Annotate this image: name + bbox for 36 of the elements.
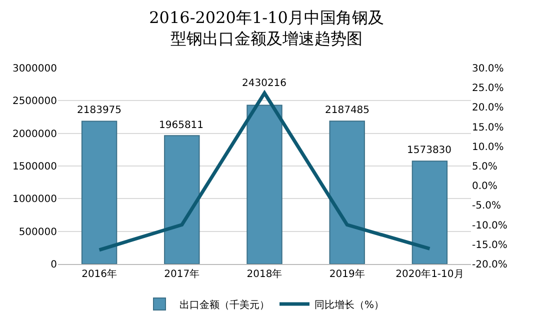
bar [412,160,448,264]
y2-tick-label: 25.0% [472,83,504,94]
y2-tick-label: 20.0% [472,102,504,114]
y2-tick-label: -10.0% [472,220,508,232]
y-tick-label: 1000000 [12,194,57,206]
y-tick-label: 2500000 [12,96,57,108]
y2-tick-label: 15.0% [472,122,504,134]
data-label: 2183975 [77,105,122,116]
y-tick-label: 2000000 [12,128,57,140]
x-tick-label: 2019年 [329,268,365,280]
data-label: 1965811 [159,120,204,131]
data-label: 2430216 [242,78,287,89]
y2-tick-label: -5.0% [472,200,502,212]
chart-title: 2016-2020年1-10月中国角钢及型钢出口金额及增速趋势图 [149,8,384,48]
x-tick-label: 2018年 [246,268,282,280]
y2-tick-label: -15.0% [472,240,508,251]
y2-tick-label: 30.0% [472,64,504,74]
bar [164,135,200,264]
y2-tick-label: 10.0% [472,142,504,153]
bar [81,120,118,264]
bar [329,120,365,264]
x-tick-label: 2017年 [164,268,200,280]
legend-label: 同比增长（%） [314,298,384,311]
y-tick-label: 0 [50,260,57,270]
y-tick-label: 500000 [18,226,57,238]
y2-tick-label: -20.0% [472,260,508,270]
y2-tick-label: 5.0% [472,162,498,172]
x-tick-label: 2016年 [82,268,118,280]
y2-tick-label: 0.0% [472,181,498,192]
y-tick-label: 1500000 [12,162,57,172]
legend-label: 出口金额（千美元） [180,298,270,311]
data-label: 1573830 [407,145,452,156]
bar [246,104,282,264]
x-tick-label: 2020年1-10月 [396,268,464,280]
data-label: 2187485 [325,105,370,116]
y-tick-label: 3000000 [12,64,57,74]
